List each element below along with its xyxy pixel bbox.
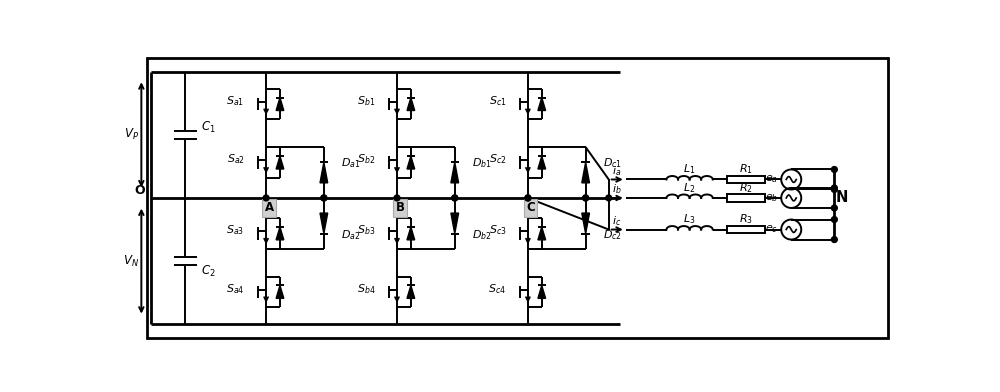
Polygon shape (538, 285, 546, 298)
Polygon shape (407, 98, 415, 111)
Bar (727, 226, 765, 233)
Polygon shape (582, 213, 590, 234)
Polygon shape (276, 98, 284, 111)
Circle shape (831, 167, 837, 172)
Polygon shape (582, 162, 590, 183)
Text: $D_{b2}$: $D_{b2}$ (472, 228, 491, 242)
Circle shape (525, 195, 531, 201)
Text: $C_2$: $C_2$ (201, 263, 215, 279)
Circle shape (321, 195, 327, 201)
Polygon shape (451, 162, 459, 183)
Circle shape (583, 195, 589, 201)
Text: A: A (265, 201, 274, 214)
Text: $L_3$: $L_3$ (683, 212, 696, 227)
Circle shape (525, 195, 531, 201)
Text: $S_{c1}$: $S_{c1}$ (489, 94, 506, 108)
Text: $S_{b2}$: $S_{b2}$ (357, 152, 375, 166)
Circle shape (263, 195, 269, 201)
Text: $V_N$: $V_N$ (123, 254, 139, 269)
Circle shape (452, 195, 458, 201)
Text: $V_P$: $V_P$ (124, 127, 139, 142)
Polygon shape (407, 285, 415, 298)
Text: C: C (527, 201, 535, 214)
Polygon shape (538, 227, 546, 240)
Text: $S_{c4}$: $S_{c4}$ (488, 282, 506, 296)
Circle shape (831, 217, 837, 222)
Bar (727, 194, 765, 202)
Text: $R_3$: $R_3$ (739, 212, 753, 227)
Text: $S_{a2}$: $S_{a2}$ (227, 152, 245, 166)
Circle shape (394, 195, 400, 201)
Circle shape (452, 195, 458, 201)
Polygon shape (538, 98, 546, 111)
Text: $D_{b1}$: $D_{b1}$ (472, 156, 491, 170)
Polygon shape (538, 156, 546, 169)
Text: $S_{b4}$: $S_{b4}$ (357, 282, 375, 296)
Text: $S_{a3}$: $S_{a3}$ (226, 223, 245, 237)
Text: $i_a$: $i_a$ (612, 164, 621, 178)
Bar (727, 176, 765, 183)
Text: $e_b$: $e_b$ (765, 192, 778, 204)
Text: $D_{a1}$: $D_{a1}$ (341, 156, 360, 170)
Polygon shape (320, 162, 328, 183)
Text: $C_1$: $C_1$ (201, 120, 215, 135)
Text: O: O (135, 184, 145, 197)
Polygon shape (407, 227, 415, 240)
Polygon shape (407, 156, 415, 169)
Polygon shape (320, 213, 328, 234)
Text: $D_{a2}$: $D_{a2}$ (341, 228, 360, 242)
Text: $S_{c3}$: $S_{c3}$ (489, 223, 506, 237)
Text: $S_{b1}$: $S_{b1}$ (357, 94, 375, 108)
Text: B: B (396, 201, 405, 214)
Text: $L_2$: $L_2$ (683, 181, 696, 195)
Text: $e_c$: $e_c$ (765, 223, 778, 236)
Circle shape (606, 195, 612, 201)
Text: $e_a$: $e_a$ (765, 174, 778, 185)
Circle shape (831, 185, 837, 191)
Circle shape (583, 195, 589, 201)
Text: $R_1$: $R_1$ (739, 163, 753, 176)
Text: N: N (836, 191, 848, 205)
Text: $D_{c1}$: $D_{c1}$ (603, 156, 622, 170)
Text: $R_2$: $R_2$ (739, 181, 753, 195)
Text: $L_1$: $L_1$ (683, 163, 696, 176)
Circle shape (831, 205, 837, 211)
Circle shape (831, 187, 837, 192)
Text: $i_c$: $i_c$ (612, 214, 621, 228)
Circle shape (831, 237, 837, 243)
Polygon shape (276, 285, 284, 298)
Text: $D_{c2}$: $D_{c2}$ (603, 228, 622, 242)
Text: $i_b$: $i_b$ (612, 183, 621, 196)
Polygon shape (276, 227, 284, 240)
Polygon shape (276, 156, 284, 169)
Text: $S_{a1}$: $S_{a1}$ (226, 94, 245, 108)
Polygon shape (451, 213, 459, 234)
Text: $S_{b3}$: $S_{b3}$ (357, 223, 375, 237)
Text: $S_{c2}$: $S_{c2}$ (489, 152, 506, 166)
Text: $S_{a4}$: $S_{a4}$ (226, 282, 245, 296)
Circle shape (321, 195, 327, 201)
